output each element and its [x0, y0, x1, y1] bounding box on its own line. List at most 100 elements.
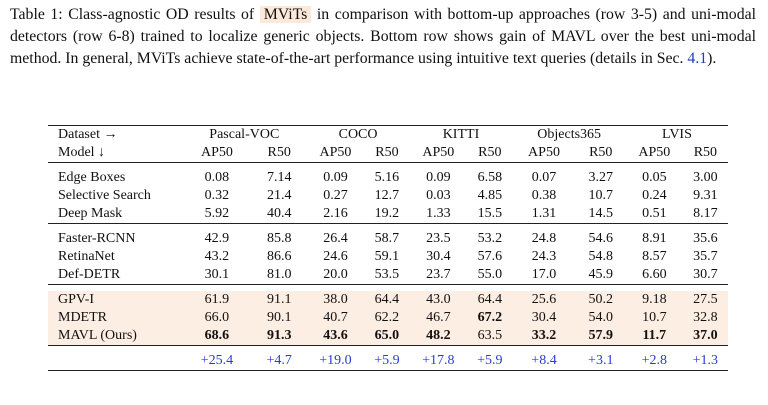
table-cell: 68.6	[182, 327, 252, 346]
table-row: GPV-I 61.9 91.1 38.0 64.4 43.0 64.4 25.6 50.2 9.1…	[48, 291, 728, 309]
gain-spacer	[48, 345, 728, 352]
table-cell: 0.03	[426, 188, 451, 203]
table-cell: 58.7	[374, 231, 400, 246]
table-cell: 53.5	[374, 267, 400, 282]
table-cell: 57.9	[575, 327, 626, 346]
gain-cell: +5.9	[364, 352, 410, 371]
table-cell: 15.5	[477, 206, 503, 221]
table-cell: 8.57	[642, 249, 667, 264]
gain-cell: +19.0	[306, 352, 365, 371]
header-metric: R50	[267, 145, 291, 160]
table-cell: 17.0	[531, 267, 557, 282]
model-name: Selective Search	[58, 188, 151, 203]
header-metric: AP50	[638, 145, 671, 160]
table-cell: 30.4	[426, 249, 451, 264]
table-row: Selective Search 0.32 21.4 0.27 12.7 0.03 4.85…	[48, 187, 728, 205]
table-cell: 0.24	[642, 188, 667, 203]
table-cell: 20.0	[323, 267, 348, 282]
table-cell: 30.1	[204, 267, 230, 282]
table-cell: 1.33	[426, 206, 451, 221]
table-cell: 24.6	[323, 249, 348, 264]
table-cell: 24.8	[531, 231, 557, 246]
table-cell: 45.9	[588, 267, 614, 282]
model-name: RetinaNet	[58, 249, 115, 264]
table-cell: 0.08	[204, 170, 230, 185]
model-name: Faster-RCNN	[58, 231, 136, 246]
table-cell: 67.2	[467, 309, 513, 327]
group-spacer	[48, 162, 728, 169]
gain-cell: +3.1	[575, 352, 626, 371]
group-rule	[48, 345, 728, 352]
table-cell: 8.17	[693, 206, 718, 221]
table-cell: 0.51	[642, 206, 667, 221]
table-cell: 62.2	[364, 309, 410, 327]
section-reference-link[interactable]: 4.1	[687, 50, 708, 67]
gain-row: +25.4 +4.7 +19.0 +5.9 +17.8 +5.9 +8.4 +3.1 +2.8 +…	[48, 352, 728, 371]
table-cell: 3.27	[588, 170, 614, 185]
table-cell: 81.0	[266, 267, 292, 282]
header-metric: AP50	[528, 145, 560, 160]
table-cell: 35.6	[693, 231, 718, 246]
table-cell: 9.18	[625, 291, 683, 309]
table-cell: 0.32	[204, 188, 230, 203]
gain-cell: +5.9	[467, 352, 513, 371]
group-spacer	[48, 284, 728, 291]
table-cell: 64.4	[364, 291, 410, 309]
table-cell: 50.2	[575, 291, 626, 309]
table-cell: 33.2	[512, 327, 576, 346]
results-table: Dataset → Pascal-VOC COCO KITTI Objects365 LV…	[48, 125, 728, 371]
table-row: Deep Mask 5.92 40.4 2.16 19.2 1.33 15.5 1.31 14.…	[48, 205, 728, 224]
header-row-metrics: Model ↓ AP50 R50 AP50 R50 AP50 R50 AP50 R50 AP50 R…	[48, 144, 728, 163]
table-cell: 6.60	[642, 267, 667, 282]
table-cell: 43.2	[204, 249, 230, 264]
gain-cell: +2.8	[625, 352, 683, 371]
table-cell: 24.3	[531, 249, 557, 264]
table-row: RetinaNet 43.2 86.6 24.6 59.1 30.4 57.6 24.3 54.…	[48, 248, 728, 266]
table-cell: 10.7	[625, 309, 683, 327]
header-metric: AP50	[319, 145, 352, 160]
table-cell: 5.16	[374, 170, 400, 185]
table-cell: 55.0	[477, 267, 503, 282]
table-cell: 7.14	[266, 170, 292, 185]
table-cell: 0.27	[323, 188, 348, 203]
table-cell: 4.85	[477, 188, 503, 203]
header-metric: R50	[693, 145, 718, 160]
table-cell: 64.4	[467, 291, 513, 309]
header-metric: AP50	[422, 145, 455, 160]
table-row: MDETR 66.0 90.1 40.7 62.2 46.7 67.2 30.4 54.0 10.…	[48, 309, 728, 327]
header-dataset-name: Pascal-VOC	[182, 125, 307, 144]
table-cell: 2.16	[323, 206, 348, 221]
table-row: Edge Boxes 0.08 7.14 0.09 5.16 0.09 6.58 0.07 3.…	[48, 169, 728, 187]
table-cell: 5.92	[204, 206, 230, 221]
table-cell: 65.0	[364, 327, 410, 346]
table-cell: 59.1	[374, 249, 400, 264]
table-cell: 37.0	[682, 327, 728, 346]
table-cell: 30.7	[693, 267, 718, 282]
header-row-datasets: Dataset → Pascal-VOC COCO KITTI Objects365 LV…	[48, 125, 728, 144]
table-cell: 35.7	[693, 249, 718, 264]
table-cell: 43.0	[409, 291, 468, 309]
table-cell: 6.58	[477, 170, 503, 185]
table-row: Faster-RCNN 42.9 85.8 26.4 58.7 23.5 53.2 24.8 5…	[48, 230, 728, 248]
header-dataset-name: LVIS	[625, 125, 728, 144]
table-cell: 61.9	[182, 291, 252, 309]
table-cell: 0.09	[323, 170, 348, 185]
table-cell: 30.4	[512, 309, 576, 327]
group-spacer	[48, 223, 728, 230]
table-cell: 53.2	[477, 231, 503, 246]
table-cell: 38.0	[306, 291, 365, 309]
table-cell: 21.4	[266, 188, 292, 203]
header-metric: R50	[375, 145, 399, 160]
table-cell: 54.6	[588, 231, 614, 246]
table-cell: 86.6	[266, 249, 292, 264]
table-cell: 9.31	[693, 188, 718, 203]
header-dataset-name: COCO	[306, 125, 410, 144]
table-cell: 27.5	[682, 291, 728, 309]
table-cell: 43.6	[306, 327, 365, 346]
table-cell: 26.4	[323, 231, 348, 246]
table-cell: 91.3	[251, 327, 307, 346]
table-cell: 48.2	[409, 327, 468, 346]
caption-prefix: Table 1: Class-agnostic OD results of	[10, 6, 255, 23]
header-dataset-label: Dataset →	[48, 125, 182, 144]
caption-highlight-mvits: MViTs	[259, 6, 312, 23]
